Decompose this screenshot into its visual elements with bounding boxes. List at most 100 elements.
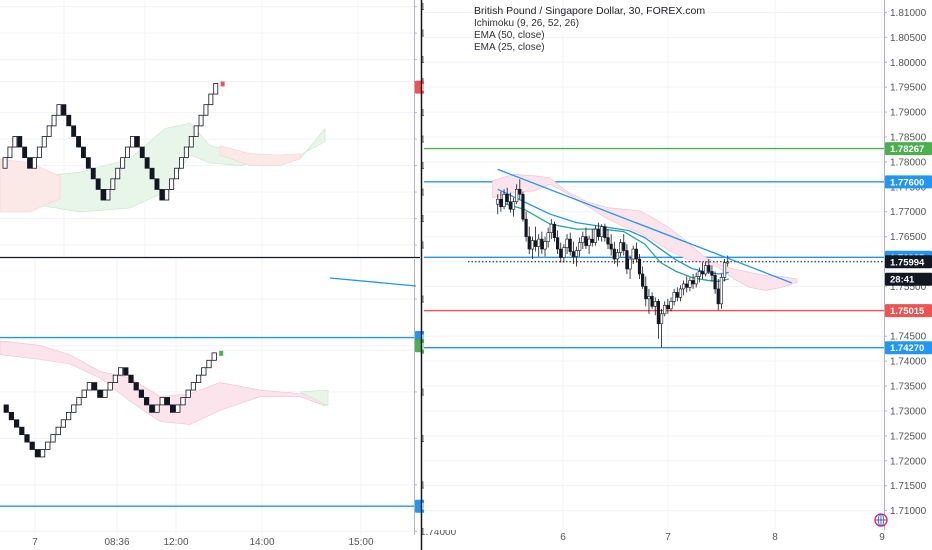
candle-down[interactable] xyxy=(555,237,560,250)
candle-up[interactable] xyxy=(663,305,667,315)
plot-area[interactable] xyxy=(424,0,884,530)
candle-down[interactable] xyxy=(518,188,522,195)
renko-brick-up[interactable] xyxy=(55,426,61,436)
renko-brick-down[interactable] xyxy=(8,411,14,421)
candle-down[interactable] xyxy=(675,292,679,298)
candle-down[interactable] xyxy=(637,258,642,275)
renko-brick-up[interactable] xyxy=(211,352,217,361)
renko-brick-up[interactable] xyxy=(129,136,135,148)
renko-brick-down[interactable] xyxy=(34,449,41,458)
renko-brick-down[interactable] xyxy=(19,426,25,436)
candle-down[interactable] xyxy=(700,271,705,275)
renko-brick-down[interactable] xyxy=(27,157,32,169)
candle-down[interactable] xyxy=(666,305,670,310)
price-tag[interactable] xyxy=(885,341,932,355)
renko-brick-down[interactable] xyxy=(138,389,144,398)
candle-up[interactable] xyxy=(543,241,547,250)
candle-up[interactable] xyxy=(628,258,632,270)
candle-down[interactable] xyxy=(584,236,588,246)
candle-up[interactable] xyxy=(593,228,597,243)
renko-brick-up[interactable] xyxy=(213,83,219,95)
candle-down[interactable] xyxy=(713,275,717,290)
renko-brick-up[interactable] xyxy=(175,404,181,413)
bottom-left-renko-panel[interactable]: 1.765001.760851.759961.759501.755001.750… xyxy=(0,259,462,548)
top-left-renko-panel[interactable]: 1.766001.764001.762001.760341.758001.756… xyxy=(0,0,462,271)
renko-brick-up[interactable] xyxy=(190,382,196,391)
candle-up[interactable] xyxy=(653,301,657,307)
renko-brick-up[interactable] xyxy=(45,441,51,450)
ema-50-line[interactable] xyxy=(497,188,729,275)
candle-down[interactable] xyxy=(571,251,575,257)
candle-down[interactable] xyxy=(521,193,525,220)
candle-down[interactable] xyxy=(559,248,563,258)
renko-brick-down[interactable] xyxy=(144,157,150,169)
candle-up[interactable] xyxy=(496,198,500,205)
candle-up[interactable] xyxy=(694,276,698,285)
renko-brick-down[interactable] xyxy=(85,157,91,169)
candle-down[interactable] xyxy=(650,296,654,307)
renko-brick-down[interactable] xyxy=(22,146,28,159)
candle-down[interactable] xyxy=(625,250,629,270)
candle-up[interactable] xyxy=(549,223,553,233)
candle-up[interactable] xyxy=(587,238,591,246)
renko-brick-up[interactable] xyxy=(60,419,67,428)
renko-brick-up[interactable] xyxy=(164,189,170,201)
price-tag[interactable] xyxy=(885,304,932,318)
renko-brick-up[interactable] xyxy=(201,367,207,376)
candle-up[interactable] xyxy=(537,238,541,247)
renko-brick-down[interactable] xyxy=(169,404,176,413)
candle-up[interactable] xyxy=(562,247,566,258)
candle-down[interactable] xyxy=(716,288,720,305)
renko-brick-down[interactable] xyxy=(13,419,20,428)
plot-area[interactable] xyxy=(0,0,414,257)
candle-up[interactable] xyxy=(659,313,664,325)
candle-up[interactable] xyxy=(678,288,683,298)
candle-down[interactable] xyxy=(603,226,607,238)
renko-brick-up[interactable] xyxy=(112,374,118,383)
renko-brick-down[interactable] xyxy=(134,136,140,148)
renko-brick-up[interactable] xyxy=(188,136,194,148)
renko-brick-up[interactable] xyxy=(105,189,111,201)
renko-brick-up[interactable] xyxy=(41,136,47,148)
renko-brick-up[interactable] xyxy=(76,397,82,406)
candle-up[interactable] xyxy=(578,242,582,251)
candle-down[interactable] xyxy=(612,248,616,260)
renko-brick-down[interactable] xyxy=(90,167,96,180)
renko-brick-down[interactable] xyxy=(149,404,155,413)
renko-brick-up[interactable] xyxy=(206,359,212,369)
renko-brick-down[interactable] xyxy=(24,434,30,443)
candle-up[interactable] xyxy=(704,265,708,275)
renko-brick-up[interactable] xyxy=(12,136,18,148)
renko-brick-up[interactable] xyxy=(159,397,165,406)
renko-brick-down[interactable] xyxy=(66,114,72,127)
renko-brick-up[interactable] xyxy=(154,404,160,413)
renko-brick-up[interactable] xyxy=(36,146,42,159)
candle-down[interactable] xyxy=(533,240,538,247)
candle-up[interactable] xyxy=(581,236,585,243)
renko-brick-down[interactable] xyxy=(139,146,145,159)
renko-brick-up[interactable] xyxy=(193,125,199,137)
candle-down[interactable] xyxy=(685,283,689,288)
renko-brick-up[interactable] xyxy=(32,157,37,169)
candle-down[interactable] xyxy=(691,280,695,285)
renko-brick-up[interactable] xyxy=(56,104,62,116)
price-tag[interactable] xyxy=(885,272,932,286)
candle-up[interactable] xyxy=(511,201,516,210)
renko-brick-up[interactable] xyxy=(203,104,209,116)
candle-up[interactable] xyxy=(688,280,692,288)
candle-down[interactable] xyxy=(568,238,572,252)
candle-up[interactable] xyxy=(574,250,579,257)
renko-brick-up[interactable] xyxy=(51,114,57,127)
renko-brick-down[interactable] xyxy=(71,125,77,137)
candle-up[interactable] xyxy=(647,296,651,300)
candle-up[interactable] xyxy=(719,277,723,305)
candle-down[interactable] xyxy=(527,236,531,250)
trendline-segment[interactable] xyxy=(329,277,417,287)
candle-up[interactable] xyxy=(546,232,550,242)
candle-down[interactable] xyxy=(656,301,660,325)
renko-brick-down[interactable] xyxy=(159,189,165,201)
candle-up[interactable] xyxy=(697,271,701,277)
candle-down[interactable] xyxy=(540,238,544,250)
renko-brick-down[interactable] xyxy=(128,374,134,383)
candle-down[interactable] xyxy=(644,286,648,300)
